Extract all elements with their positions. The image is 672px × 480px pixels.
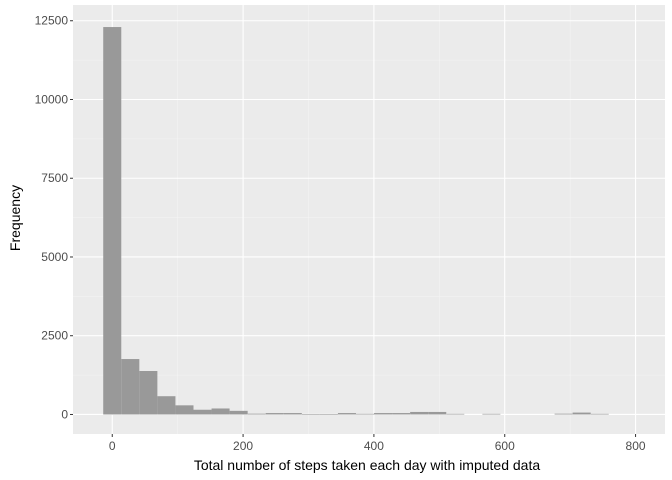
histogram-bar	[193, 409, 212, 415]
histogram-bar	[572, 412, 591, 415]
x-tick-label: 0	[109, 439, 116, 453]
x-tick-label: 800	[626, 439, 646, 453]
x-axis: 0 200 400 600 800	[109, 434, 646, 453]
histogram-bar	[229, 410, 248, 415]
histogram-bar	[392, 413, 411, 415]
histogram-bars	[103, 27, 609, 415]
y-axis-title: Frequency	[7, 185, 23, 251]
minor-gridlines	[73, 5, 665, 434]
histogram-bar	[428, 411, 447, 415]
x-axis-title: Total number of steps taken each day wit…	[194, 457, 541, 473]
histogram-bar	[482, 413, 501, 415]
x-tick-label: 400	[364, 439, 384, 453]
histogram-bar	[103, 27, 122, 415]
histogram-bar	[410, 411, 429, 415]
y-axis: 0 2500 5000 7500 10000 12500	[35, 14, 73, 421]
histogram-bar	[211, 408, 230, 415]
y-tick-label: 12500	[35, 14, 69, 28]
histogram-bar	[446, 413, 465, 415]
major-gridlines	[73, 5, 665, 434]
histogram-bar	[283, 413, 302, 415]
y-tick-label: 7500	[41, 171, 68, 185]
y-tick-label: 5000	[41, 250, 68, 264]
panel-background	[73, 5, 665, 434]
histogram-bar	[337, 413, 356, 415]
histogram-bar	[301, 413, 320, 415]
histogram-bar	[265, 413, 284, 415]
x-tick-label: 600	[495, 439, 515, 453]
histogram-bar	[355, 413, 375, 415]
histogram-bar	[139, 371, 158, 415]
y-tick-label: 10000	[35, 92, 69, 106]
x-tick-label: 200	[233, 439, 253, 453]
y-tick-label: 0	[61, 407, 68, 421]
histogram-bar	[554, 413, 573, 415]
histogram-bar	[374, 413, 393, 415]
histogram-bar	[247, 413, 266, 415]
histogram-bar	[157, 396, 176, 415]
histogram-bar	[319, 414, 338, 415]
y-tick-label: 2500	[41, 329, 68, 343]
histogram-bar	[590, 413, 609, 415]
histogram-bar	[175, 405, 194, 415]
histogram-bar	[121, 359, 140, 415]
